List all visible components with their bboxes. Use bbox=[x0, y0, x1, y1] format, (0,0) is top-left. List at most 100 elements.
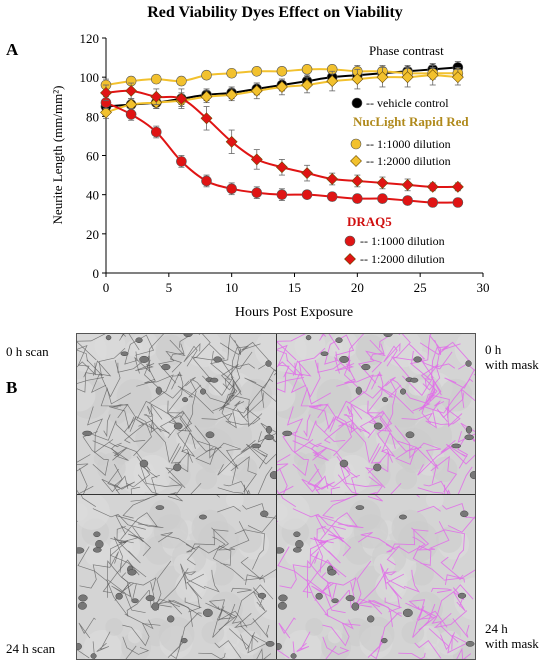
cell-body bbox=[167, 615, 175, 623]
neurite bbox=[184, 597, 202, 613]
cell-body bbox=[277, 547, 285, 554]
neurite bbox=[330, 495, 358, 502]
cell-body bbox=[155, 386, 162, 395]
neurite bbox=[77, 344, 90, 378]
cell-body bbox=[451, 443, 462, 449]
cell-body bbox=[305, 335, 312, 341]
neurite bbox=[227, 334, 232, 350]
neurite bbox=[380, 563, 406, 590]
neurite bbox=[404, 569, 421, 593]
tile-texture bbox=[253, 577, 276, 621]
cell-body bbox=[198, 514, 207, 520]
cell-body bbox=[77, 547, 85, 554]
neurite bbox=[80, 495, 96, 507]
neurite bbox=[181, 432, 222, 452]
neurite bbox=[230, 456, 257, 493]
cell-body bbox=[361, 363, 371, 371]
neurite bbox=[280, 495, 297, 508]
neurite bbox=[167, 635, 187, 658]
cell-body bbox=[181, 637, 188, 644]
neurite bbox=[302, 559, 340, 594]
tile-texture bbox=[228, 409, 247, 428]
neurite bbox=[420, 652, 426, 659]
neurite bbox=[225, 400, 245, 429]
micrograph-24h-mask bbox=[277, 495, 475, 659]
legend-draq5-1000-label: -- 1:1000 dilution bbox=[360, 234, 445, 248]
tile-texture bbox=[277, 495, 310, 530]
neurite bbox=[177, 384, 214, 414]
tile-texture bbox=[77, 495, 110, 530]
neurite bbox=[139, 464, 182, 487]
tile-texture bbox=[408, 591, 443, 626]
cell-body bbox=[335, 337, 343, 344]
neurite bbox=[205, 602, 235, 620]
neurite bbox=[282, 431, 309, 477]
neurite bbox=[395, 447, 417, 465]
cell-body bbox=[265, 360, 272, 367]
panel-b-label: B bbox=[6, 378, 18, 397]
tile-texture bbox=[425, 495, 444, 509]
neurite bbox=[457, 437, 469, 469]
neurite bbox=[271, 436, 276, 442]
neurite bbox=[313, 536, 341, 573]
label-0h-mask-line1: 0 h bbox=[485, 342, 502, 357]
cell-body bbox=[77, 601, 87, 610]
cell-body bbox=[355, 386, 362, 395]
x-tick-label: 0 bbox=[103, 280, 110, 295]
neurite bbox=[194, 425, 241, 470]
grid-divider-vertical bbox=[276, 334, 277, 659]
data-point bbox=[401, 178, 414, 191]
neurite bbox=[368, 599, 393, 627]
tile-texture bbox=[277, 379, 296, 412]
neurite bbox=[277, 454, 294, 494]
neurite bbox=[79, 551, 119, 589]
neurite bbox=[343, 403, 363, 433]
chart-axes: 0 20 40 60 80 100 120 0 5 10 15 20 25 30 bbox=[80, 31, 490, 295]
x-tick-label: 5 bbox=[166, 280, 173, 295]
neurite bbox=[405, 602, 435, 620]
cell-body bbox=[410, 377, 419, 383]
data-point bbox=[200, 112, 213, 125]
cell-body bbox=[382, 397, 389, 403]
neurite bbox=[109, 441, 151, 471]
neurite bbox=[398, 652, 422, 659]
neurite bbox=[384, 376, 397, 432]
cell-body bbox=[151, 602, 160, 611]
neurite bbox=[91, 360, 112, 394]
tile-texture bbox=[401, 621, 425, 645]
neurite bbox=[369, 343, 385, 373]
cell-body bbox=[257, 592, 267, 599]
x-tick-label: 15 bbox=[288, 280, 301, 295]
neurite bbox=[277, 334, 324, 361]
cell-body bbox=[182, 397, 189, 403]
data-point bbox=[251, 65, 263, 77]
tile-texture bbox=[231, 456, 258, 483]
neurite bbox=[367, 495, 383, 502]
neurite bbox=[78, 617, 96, 639]
micrograph-0h-scan bbox=[77, 334, 276, 494]
cell-body bbox=[373, 463, 382, 472]
cell-body bbox=[315, 592, 323, 600]
micrograph-grid bbox=[76, 333, 476, 660]
data-point bbox=[175, 92, 188, 105]
neurite bbox=[377, 423, 396, 463]
data-point bbox=[200, 90, 213, 103]
neurite bbox=[460, 388, 475, 408]
neurite bbox=[122, 623, 161, 647]
neurite bbox=[337, 474, 377, 494]
x-tick-label: 10 bbox=[225, 280, 238, 295]
neurite bbox=[452, 587, 466, 612]
neurite bbox=[386, 536, 426, 566]
data-point bbox=[276, 65, 288, 77]
data-point bbox=[276, 189, 288, 200]
cell-body bbox=[173, 463, 182, 472]
neurite bbox=[410, 362, 432, 389]
neurite bbox=[384, 597, 403, 613]
neurite bbox=[313, 463, 341, 494]
cell-body bbox=[282, 430, 293, 437]
neurite bbox=[244, 369, 276, 389]
legend-nuclight-2000-marker bbox=[350, 155, 362, 167]
cell-body bbox=[345, 595, 355, 602]
neurite bbox=[198, 652, 222, 659]
tile-texture bbox=[223, 643, 240, 659]
